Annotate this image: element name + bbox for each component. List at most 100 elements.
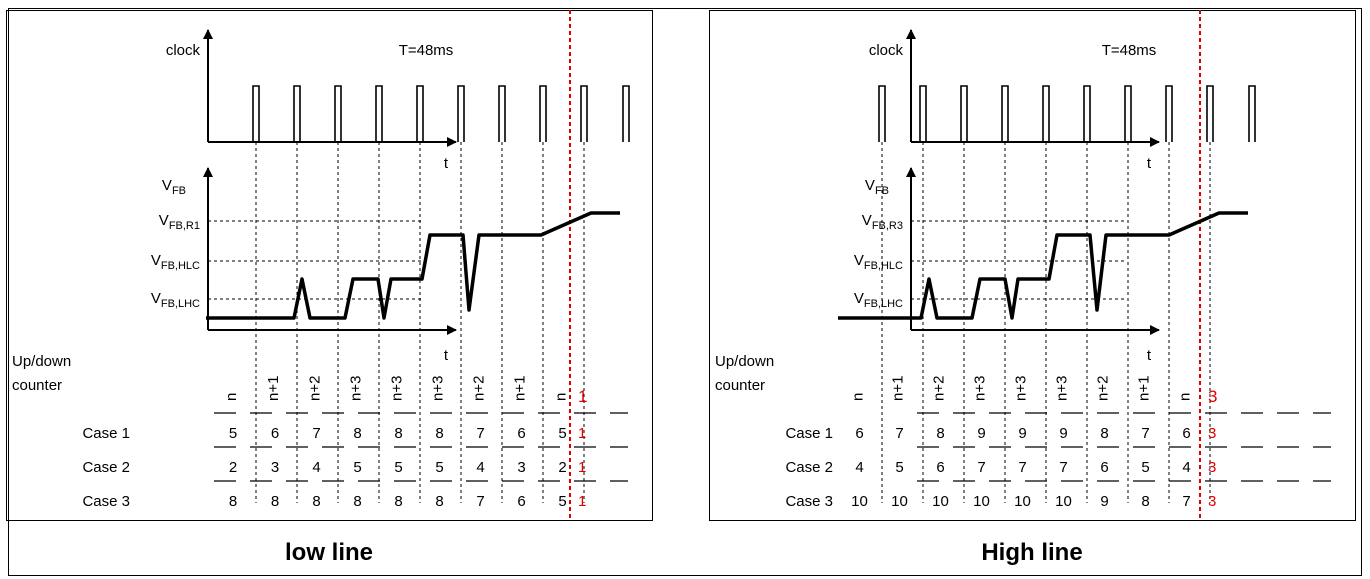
counter-label-line1: Up/down <box>12 353 71 370</box>
case-label: Case 2 <box>785 459 833 476</box>
case-final: 3 <box>1208 493 1216 510</box>
level-label-main: V <box>151 290 161 307</box>
case-value: 9 <box>1059 425 1067 442</box>
vfb-label: VFB <box>865 177 889 197</box>
case-value: 7 <box>476 493 484 510</box>
level-label-subscript: FB,R3 <box>872 220 903 232</box>
clock-pulse <box>1042 85 1050 142</box>
case-value: 7 <box>895 425 903 442</box>
clock-pulse <box>416 85 424 142</box>
case-value: 8 <box>353 425 361 442</box>
clock-pulse <box>878 85 886 142</box>
counter-value: n+1 <box>1136 376 1153 401</box>
case-value: 7 <box>1059 459 1067 476</box>
case-value: 5 <box>229 425 237 442</box>
counter-label-line2: counter <box>12 377 62 394</box>
counter-value: n+3 <box>1013 376 1030 401</box>
vfb-waveform <box>838 211 1248 320</box>
case-value: 8 <box>312 493 320 510</box>
panel-frame <box>6 10 653 521</box>
case-value: 7 <box>1018 459 1026 476</box>
case-value: 10 <box>891 493 908 510</box>
counter-value: n+3 <box>430 376 447 401</box>
case-value: 5 <box>353 459 361 476</box>
clock-pulse <box>1248 85 1256 142</box>
case-value: 5 <box>895 459 903 476</box>
outer-frame <box>8 8 1362 576</box>
case-value: 5 <box>558 493 566 510</box>
clock-pulse <box>622 85 630 142</box>
case-label: Case 3 <box>785 493 833 510</box>
case-value: 7 <box>977 459 985 476</box>
level-label-subscript: FB,HLC <box>161 260 200 272</box>
case-label: Case 1 <box>785 425 833 442</box>
case-value: 7 <box>476 425 484 442</box>
clock-pulse <box>960 85 968 142</box>
case-value: 9 <box>1100 493 1108 510</box>
clock-time-label: t <box>444 155 449 172</box>
case-value: 4 <box>1182 459 1190 476</box>
case-value: 3 <box>517 459 525 476</box>
vfb-time-label: t <box>444 347 449 364</box>
case-value: 8 <box>394 493 402 510</box>
vfb-time-label: t <box>1147 347 1152 364</box>
clock-label: clock <box>166 42 201 59</box>
vfb-label: VFB <box>162 177 186 197</box>
case-value: 8 <box>1141 493 1149 510</box>
level-label-subscript: FB,HLC <box>864 260 903 272</box>
clock-label: clock <box>869 42 904 59</box>
case-final: 1 <box>578 425 586 442</box>
case-value: 10 <box>851 493 868 510</box>
clock-pulse <box>1001 85 1009 142</box>
vfb-label-main: V <box>865 177 875 194</box>
case-value: 5 <box>394 459 402 476</box>
case-value: 3 <box>271 459 279 476</box>
case-final: 1 <box>578 493 586 510</box>
clock-pulse <box>919 85 927 142</box>
level-label-main: V <box>854 290 864 307</box>
counter-value: n+3 <box>348 376 365 401</box>
case-value: 10 <box>932 493 949 510</box>
clock-pulse <box>252 85 260 142</box>
counter-value: n+1 <box>265 376 282 401</box>
period-label: T=48ms <box>399 42 454 59</box>
period-label: T=48ms <box>1102 42 1157 59</box>
case-value: 5 <box>558 425 566 442</box>
level-label-subscript: FB,R1 <box>169 220 200 232</box>
level-label: VFB,LHC <box>151 290 200 310</box>
case-final: 3 <box>1208 425 1216 442</box>
counter-final: 3 <box>1208 387 1217 406</box>
panel-caption: High line <box>981 539 1082 566</box>
case-value: 6 <box>936 459 944 476</box>
level-label-main: V <box>854 252 864 269</box>
case-value: 10 <box>1055 493 1072 510</box>
level-label: VFB,R1 <box>159 212 200 232</box>
vfb-label-main: V <box>162 177 172 194</box>
case-value: 9 <box>977 425 985 442</box>
counter-value: n <box>223 393 240 401</box>
case-value: 9 <box>1018 425 1026 442</box>
level-label: VFB,LHC <box>854 290 903 310</box>
case-value: 5 <box>435 459 443 476</box>
clock-time-label: t <box>1147 155 1152 172</box>
level-label: VFB,R3 <box>862 212 903 232</box>
counter-value: n+1 <box>890 376 907 401</box>
clock-pulse <box>580 85 588 142</box>
counter-value: n+3 <box>972 376 989 401</box>
case-value: 10 <box>1014 493 1031 510</box>
clock-pulse <box>375 85 383 142</box>
counter-value: n+2 <box>471 376 488 401</box>
clock-pulse <box>539 85 547 142</box>
case-value: 6 <box>517 493 525 510</box>
level-label-main: V <box>151 252 161 269</box>
counter-value: n+2 <box>1095 376 1112 401</box>
level-label-subscript: FB,LHC <box>161 298 200 310</box>
counter-value: n <box>1177 393 1194 401</box>
panel-caption: low line <box>285 539 373 566</box>
level-label-main: V <box>862 212 872 229</box>
case-value: 8 <box>936 425 944 442</box>
level-label-main: V <box>159 212 169 229</box>
case-value: 8 <box>271 493 279 510</box>
